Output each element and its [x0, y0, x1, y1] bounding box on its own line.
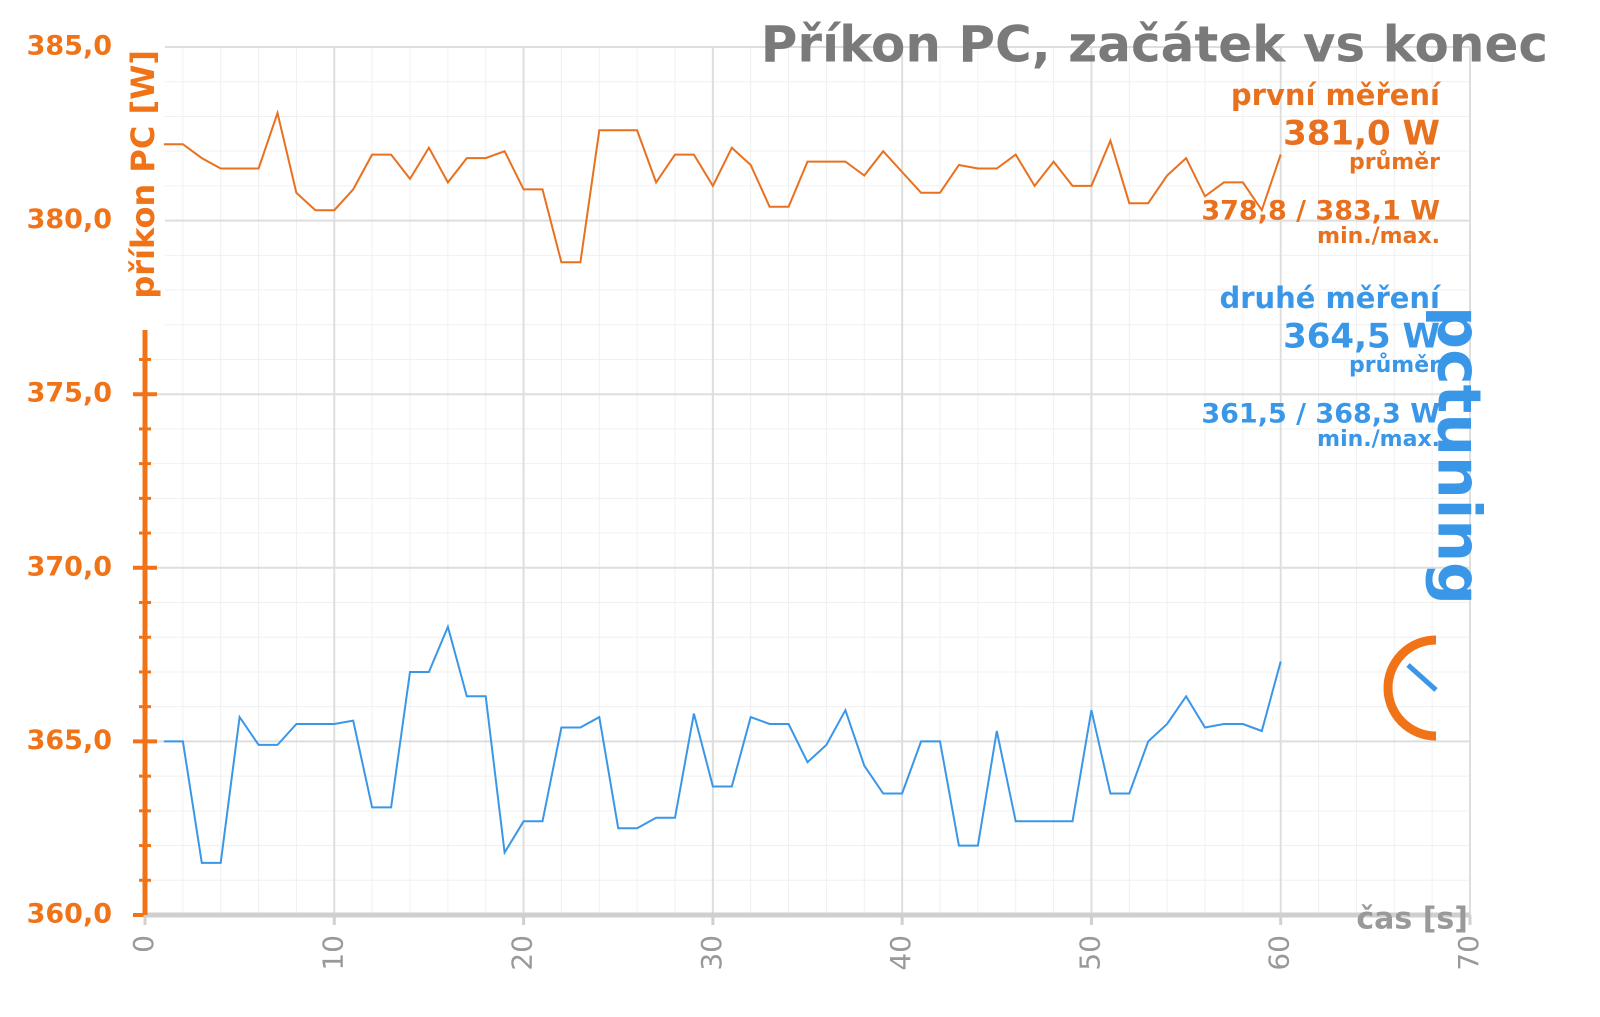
x-tick-label: 10 [316, 935, 349, 971]
y-axis-title: příkon PC [W] [124, 50, 162, 299]
legend-name: první měření [1231, 78, 1442, 112]
y-tick-label: 360,0 [27, 899, 112, 930]
series-line [163, 109, 1282, 264]
logo-arc [1383, 635, 1437, 741]
average-label: průměr [1349, 353, 1440, 378]
minmax: 361,5 / 368,3 W [1201, 399, 1440, 430]
minmax-label: min./max. [1317, 224, 1440, 249]
y-tick-label: 365,0 [27, 725, 112, 756]
logo: pctuning [1423, 306, 1493, 605]
minmax-label: min./max. [1317, 427, 1440, 452]
x-tick-label: 60 [1263, 935, 1296, 971]
average-label: průměr [1349, 150, 1440, 175]
y-tick-label: 370,0 [27, 551, 112, 582]
x-tick-label: 0 [127, 935, 160, 953]
logo-needle [1406, 663, 1438, 692]
legend-name: druhé měření [1219, 281, 1442, 315]
minmax: 378,8 / 383,1 W [1201, 196, 1440, 227]
y-tick-label: 380,0 [27, 204, 112, 235]
y-axis-title-bg [125, 40, 165, 330]
average: 381,0 W [1283, 114, 1440, 154]
x-tick-label: 40 [884, 935, 917, 971]
y-tick-label: 375,0 [27, 378, 112, 409]
x-tick-label: 20 [506, 935, 539, 971]
y-tick-label: 385,0 [27, 31, 112, 62]
x-tick-label: 70 [1452, 935, 1485, 971]
series-line [163, 623, 1282, 864]
x-axis-title: čas [s] [1356, 902, 1468, 937]
x-tick-label: 30 [695, 935, 728, 971]
chart-title: Příkon PC, začátek vs konec [761, 16, 1548, 74]
x-tick-label: 50 [1073, 935, 1106, 971]
average: 364,5 W [1283, 317, 1440, 357]
